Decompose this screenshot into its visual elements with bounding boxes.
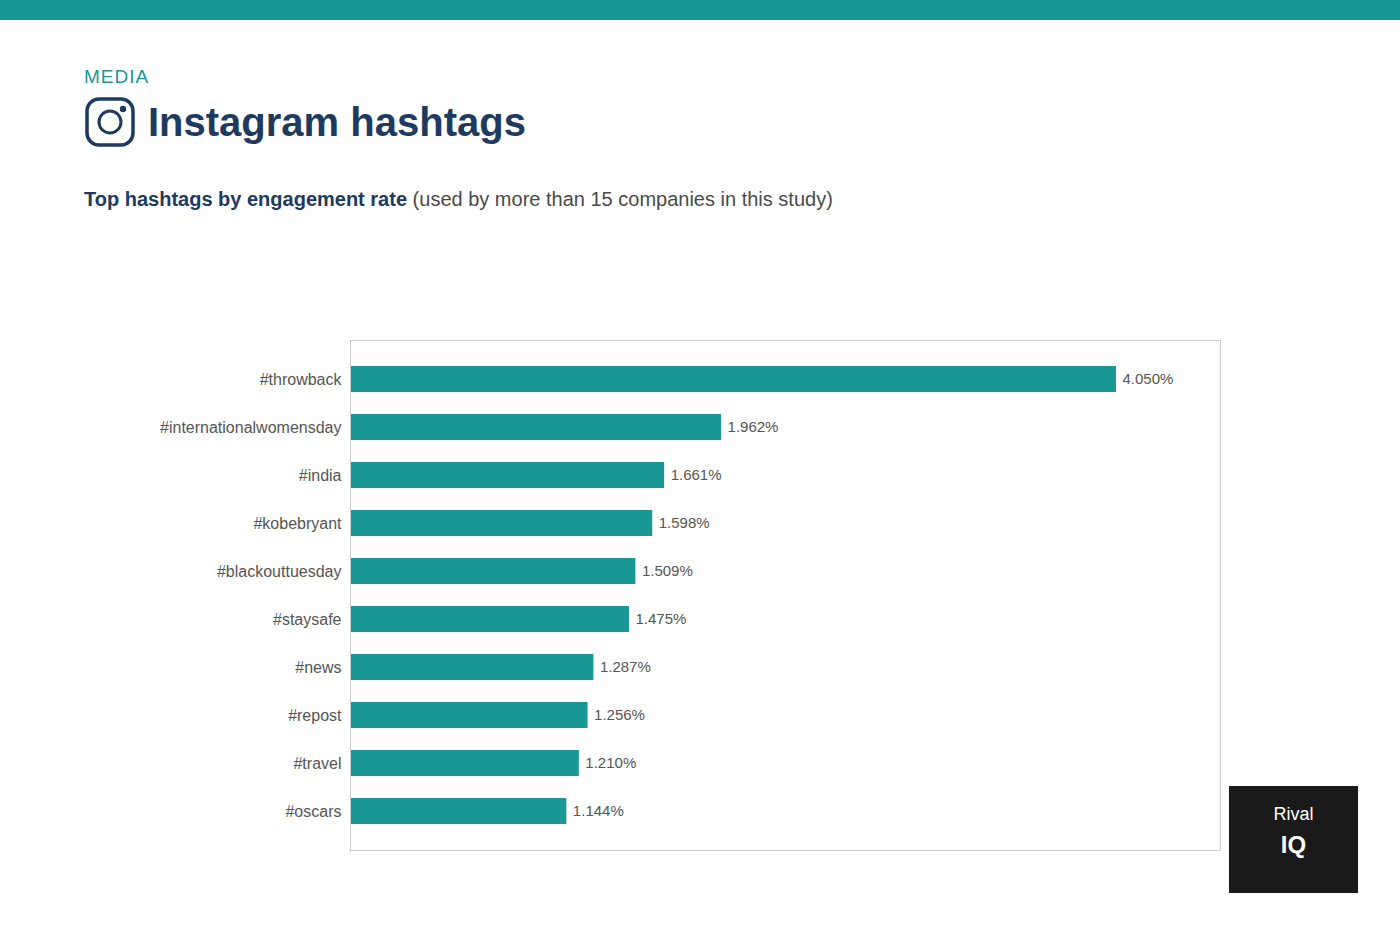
html-text:IQ: IQ bbox=[1280, 831, 1307, 858]
html-text:Instagram hashtags: Instagram hashtags bbox=[148, 100, 526, 144]
svg-text:#throwback: #throwback bbox=[260, 371, 343, 388]
svg-text:#news: #news bbox=[295, 659, 341, 676]
svg-text:1.509%: 1.509% bbox=[642, 562, 693, 579]
svg-text:#kobebryant: #kobebryant bbox=[253, 515, 342, 532]
svg-text:1.287%: 1.287% bbox=[600, 658, 651, 675]
svg-text:#blackouttuesday: #blackouttuesday bbox=[217, 563, 342, 580]
svg-text:1.210%: 1.210% bbox=[585, 754, 636, 771]
svg-text:1.256%: 1.256% bbox=[594, 706, 645, 723]
svg-text:1.598%: 1.598% bbox=[659, 514, 710, 531]
svg-text:#travel: #travel bbox=[293, 755, 341, 772]
svg-text:#repost: #repost bbox=[288, 707, 342, 724]
html-text:Rival: Rival bbox=[1273, 804, 1314, 824]
svg-text:1.962%: 1.962% bbox=[728, 418, 779, 435]
svg-text:4.050%: 4.050% bbox=[1122, 370, 1173, 387]
svg-text:#india: #india bbox=[299, 467, 342, 484]
svg-text:1.475%: 1.475% bbox=[635, 610, 686, 627]
svg-text:#internationalwomensday: #internationalwomensday bbox=[160, 419, 341, 436]
html-text:MEDIA: MEDIA bbox=[84, 66, 150, 87]
svg-text:#staysafe: #staysafe bbox=[273, 611, 342, 628]
svg-text:#oscars: #oscars bbox=[285, 803, 341, 820]
html-text:Top hashtags by engagement rat: Top hashtags by engagement rate (used by… bbox=[84, 188, 833, 210]
svg-text:1.661%: 1.661% bbox=[671, 466, 722, 483]
svg-text:1.144%: 1.144% bbox=[573, 802, 624, 819]
